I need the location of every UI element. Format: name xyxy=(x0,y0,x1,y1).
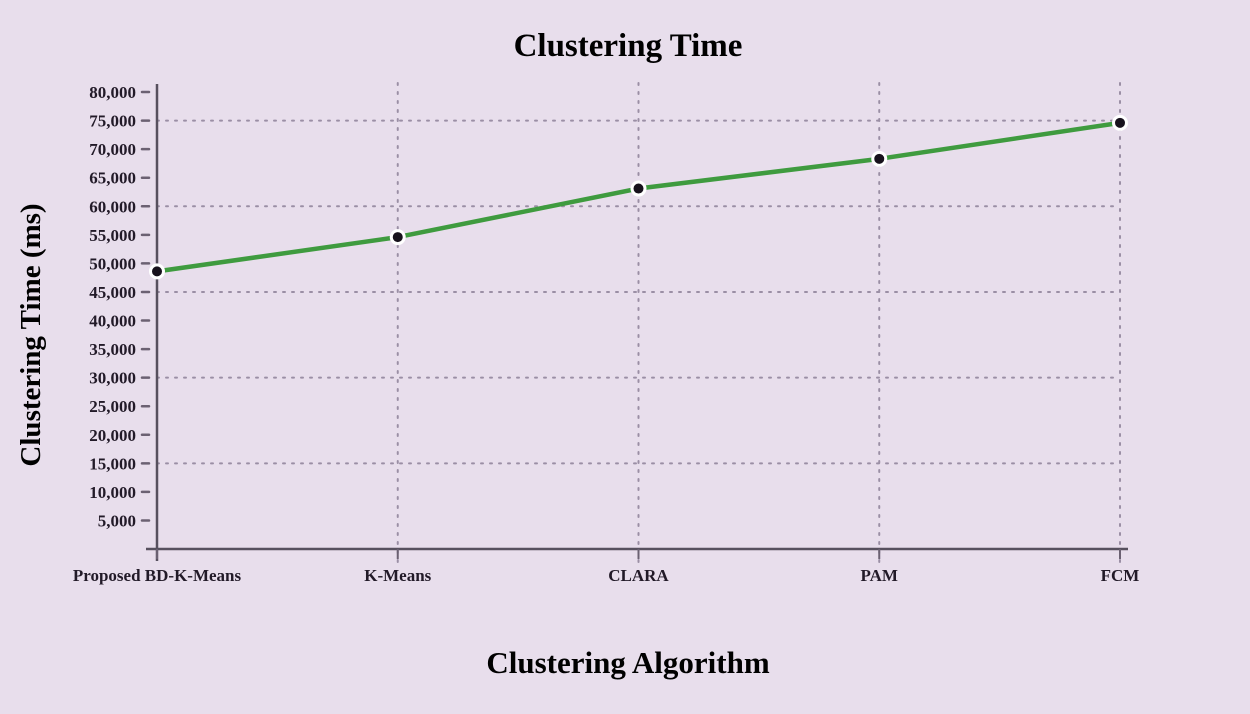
y-tick-label: 45,000 xyxy=(89,283,136,302)
y-tick-label: 80,000 xyxy=(89,83,136,102)
x-tick-label: PAM xyxy=(861,566,898,585)
y-tick-label: 10,000 xyxy=(89,483,136,502)
y-tick-label: 40,000 xyxy=(89,312,136,331)
x-tick-label: K-Means xyxy=(364,566,431,585)
y-axis-title: Clustering Time (ms) xyxy=(15,203,47,466)
data-point xyxy=(1112,114,1128,131)
data-point xyxy=(389,229,406,246)
y-tick-label: 30,000 xyxy=(89,369,136,388)
x-tick-label: FCM xyxy=(1101,566,1140,585)
y-tick-label: 25,000 xyxy=(89,397,136,416)
y-tick-label: 15,000 xyxy=(89,454,136,473)
y-tick-label: 65,000 xyxy=(89,169,136,188)
y-tick-label: 70,000 xyxy=(89,140,136,159)
chart-title: Clustering Time xyxy=(514,28,743,64)
y-tick-label: 5,000 xyxy=(98,511,136,530)
data-point xyxy=(630,180,647,197)
y-tick-label: 50,000 xyxy=(89,254,136,273)
x-axis-title: Clustering Algorithm xyxy=(486,645,769,680)
data-point xyxy=(149,263,165,280)
x-tick-label: CLARA xyxy=(608,566,669,585)
y-tick-label: 75,000 xyxy=(89,112,136,131)
plot-area: 5,000 10,000 15,000 20,000 25,000 30,000 35,00… xyxy=(73,82,1140,585)
y-tick-label: 60,000 xyxy=(89,197,136,216)
x-tick-label: Proposed BD-K-Means xyxy=(73,566,242,585)
y-tick-label: 20,000 xyxy=(89,426,136,445)
y-tick-label: 35,000 xyxy=(89,340,136,359)
y-tick-label: 55,000 xyxy=(89,226,136,245)
data-point xyxy=(871,150,888,167)
